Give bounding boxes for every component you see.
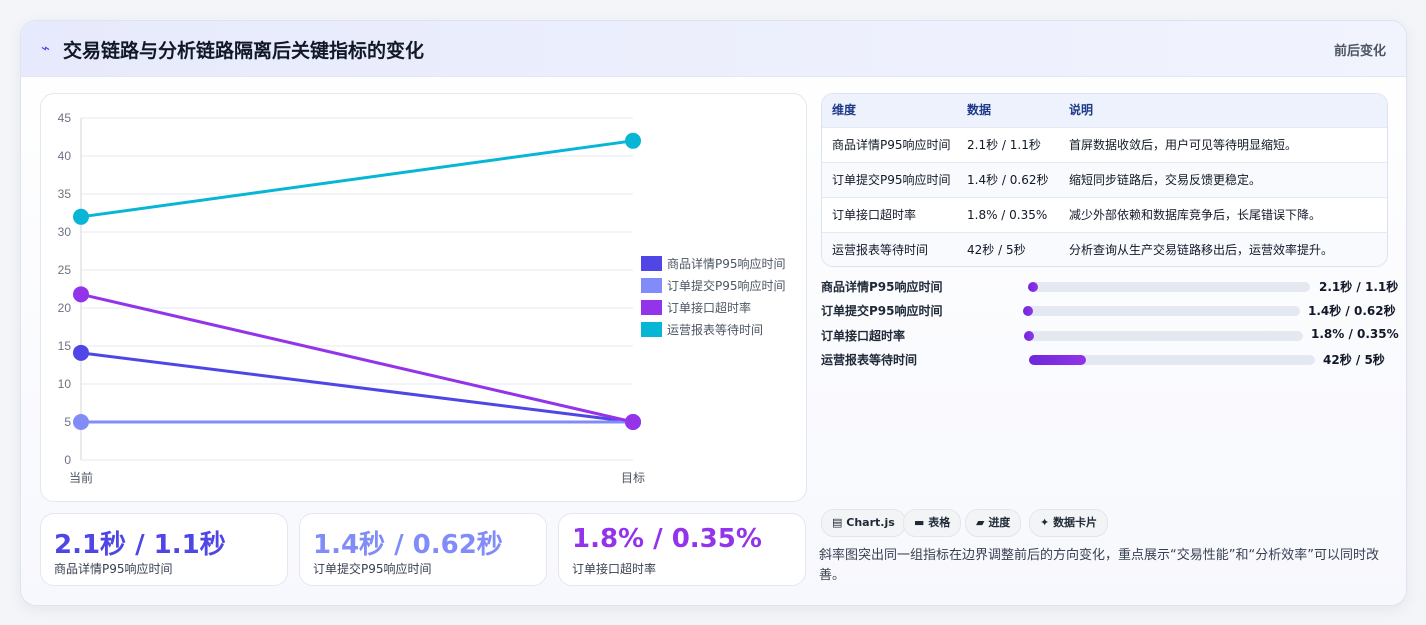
progress-row: 商品详情P95响应时间 2.1秒 / 1.1秒 — [821, 276, 1398, 298]
progress-fill — [1029, 355, 1087, 365]
table-row: 订单提交P95响应时间 1.4秒 / 0.62秒 缩短同步链路后，交易反馈更稳定… — [822, 162, 1387, 198]
y-tick-label: 35 — [58, 187, 72, 201]
metrics-table: 维度 数据 说明 商品详情P95响应时间 2.1秒 / 1.1秒 首屏数据收敛后… — [821, 93, 1388, 267]
tag-label: 数据卡片 — [1053, 516, 1098, 529]
progress-label: 运营报表等待时间 — [821, 353, 918, 367]
table-cell: 42秒 / 5秒 — [967, 243, 1026, 257]
progress-track — [1023, 306, 1300, 316]
table-cell: 1.8% / 0.35% — [967, 208, 1048, 222]
y-tick-label: 20 — [58, 301, 72, 315]
data-point — [625, 414, 641, 430]
table-row: 订单接口超时率 1.8% / 0.35% 减少外部依赖和数据库竞争后，长尾错误下… — [822, 197, 1387, 233]
table-cell: 运营报表等待时间 — [832, 243, 929, 257]
tag-label: 表格 — [928, 516, 951, 529]
legend-label: 运营报表等待时间 — [667, 322, 763, 337]
chart-description: 斜率图突出同一组指标在边界调整前后的方向变化，重点展示“交易性能”和“分析效率”… — [819, 548, 1379, 583]
tag-label: Chart.js — [846, 516, 895, 529]
dashboard-card: ⌁ 交易链路与分析链路隔离后关键指标的变化 前后变化 0 5 10 15 20 25 30 3… — [20, 20, 1407, 606]
y-tick-label: 40 — [58, 149, 72, 163]
progress-fill — [1028, 282, 1038, 292]
table-cell: 缩短同步链路后，交易反馈更稳定。 — [1069, 173, 1262, 187]
sparkle-icon: ✦ — [1040, 516, 1050, 529]
series-line — [80, 351, 634, 424]
table-cell: 订单提交P95响应时间 — [832, 173, 951, 187]
progress-value: 42秒 / 5秒 — [1323, 353, 1385, 367]
x-tick-label: 目标 — [621, 471, 645, 485]
x-tick-label: 当前 — [69, 470, 93, 485]
table-cell: 减少外部依赖和数据库竞争后，长尾错误下降。 — [1069, 208, 1322, 222]
table-header-cell: 说明 — [1069, 103, 1094, 117]
table-cell: 分析查询从生产交易链路移出后，运营效率提升。 — [1069, 243, 1334, 257]
table-icon: ▬ — [914, 516, 925, 529]
kpi-label: 商品详情P95响应时间 — [54, 562, 173, 576]
progress-row: 订单接口超时率 1.8% / 0.35% — [821, 325, 1399, 347]
slope-chart: 0 5 10 15 20 25 30 35 40 45 当前 目标 商品详情P95响应时间订单提交P95… — [58, 111, 786, 485]
tag-data-card[interactable]: ✦ 数据卡片 — [1029, 509, 1109, 537]
progress-track — [1028, 282, 1310, 292]
table-row: 运营报表等待时间 42秒 / 5秒 分析查询从生产交易链路移出后，运营效率提升。 — [822, 232, 1387, 266]
progress-label: 商品详情P95响应时间 — [821, 280, 943, 294]
progress-fill — [1023, 306, 1033, 316]
legend-label: 商品详情P95响应时间 — [667, 256, 786, 271]
zigzag-icon: ⌁ — [41, 39, 51, 57]
data-point — [73, 344, 89, 361]
page-title: 交易链路与分析链路隔离后关键指标的变化 — [63, 40, 425, 62]
table-cell: 2.1秒 / 1.1秒 — [967, 138, 1041, 152]
progress-row: 运营报表等待时间 42秒 / 5秒 — [821, 349, 1391, 371]
table-header-row: 维度 数据 说明 — [822, 94, 1387, 127]
kpi-card-timeout-rate: 1.8% / 0.35% 订单接口超时率 — [558, 513, 806, 586]
legend-swatch — [641, 256, 662, 271]
kpi-value: 2.1秒 / 1.1秒 — [54, 530, 226, 560]
legend-swatch — [641, 300, 662, 315]
card-header: ⌁ 交易链路与分析链路隔离后关键指标的变化 前后变化 — [21, 21, 1406, 77]
legend-label: 订单接口超时率 — [667, 300, 751, 315]
kpi-value: 1.4秒 / 0.62秒 — [313, 530, 503, 560]
tag-label: 进度 — [988, 516, 1011, 529]
kpi-card-order-submit: 1.4秒 / 0.62秒 订单提交P95响应时间 — [299, 513, 547, 586]
progress-row: 订单提交P95响应时间 1.4秒 / 0.62秒 — [821, 300, 1396, 322]
table-cell: 首屏数据收敛后，用户可见等待明显缩短。 — [1069, 138, 1298, 152]
table-cell: 商品详情P95响应时间 — [832, 138, 951, 152]
y-tick-label: 10 — [58, 377, 72, 391]
progress-track — [1029, 355, 1315, 365]
y-tick-label: 15 — [58, 339, 72, 353]
y-tick-label: 0 — [64, 453, 71, 467]
legend-label: 订单提交P95响应时间 — [667, 278, 786, 293]
progress-track — [1024, 331, 1303, 341]
kpi-label: 订单接口超时率 — [572, 562, 657, 576]
header-subtitle: 前后变化 — [1333, 44, 1386, 59]
progress-value: 1.4秒 / 0.62秒 — [1308, 304, 1396, 318]
data-point — [625, 132, 641, 149]
data-point — [73, 208, 89, 225]
progress-label: 订单提交P95响应时间 — [821, 304, 943, 318]
series-line — [80, 139, 634, 219]
table-row: 商品详情P95响应时间 2.1秒 / 1.1秒 首屏数据收敛后，用户可见等待明显… — [822, 127, 1387, 163]
data-point — [73, 286, 89, 303]
tag-table[interactable]: ▬ 表格 — [903, 509, 962, 537]
data-point — [73, 414, 89, 430]
table-cell: 1.4秒 / 0.62秒 — [967, 173, 1049, 187]
table-cell: 订单接口超时率 — [832, 208, 917, 222]
y-tick-label: 45 — [58, 111, 72, 125]
kpi-label: 订单提交P95响应时间 — [313, 562, 432, 576]
y-tick-label: 30 — [58, 225, 72, 239]
slope-chart-panel: 0 5 10 15 20 25 30 35 40 45 当前 目标 商品详情P95响应时间 订单提交P95… — [40, 93, 807, 502]
progress-icon: ▰ — [976, 516, 985, 529]
table-header-cell: 维度 — [832, 103, 857, 117]
tag-chartjs[interactable]: ▤ Chart.js — [821, 509, 906, 537]
chart-icon: ▤ — [832, 516, 843, 529]
progress-fill — [1024, 331, 1034, 341]
legend-swatch — [641, 278, 662, 293]
tag-progress[interactable]: ▰ 进度 — [965, 509, 1022, 537]
table-header-cell: 数据 — [967, 103, 992, 117]
kpi-card-product-detail: 2.1秒 / 1.1秒 商品详情P95响应时间 — [40, 513, 288, 586]
y-tick-label: 25 — [58, 263, 72, 277]
kpi-value: 1.8% / 0.35% — [572, 524, 762, 554]
series-line — [80, 292, 634, 424]
progress-label: 订单接口超时率 — [821, 329, 906, 343]
progress-value: 1.8% / 0.35% — [1311, 327, 1399, 341]
y-tick-label: 5 — [64, 415, 71, 429]
progress-value: 2.1秒 / 1.1秒 — [1319, 280, 1399, 294]
legend-swatch — [641, 322, 662, 337]
